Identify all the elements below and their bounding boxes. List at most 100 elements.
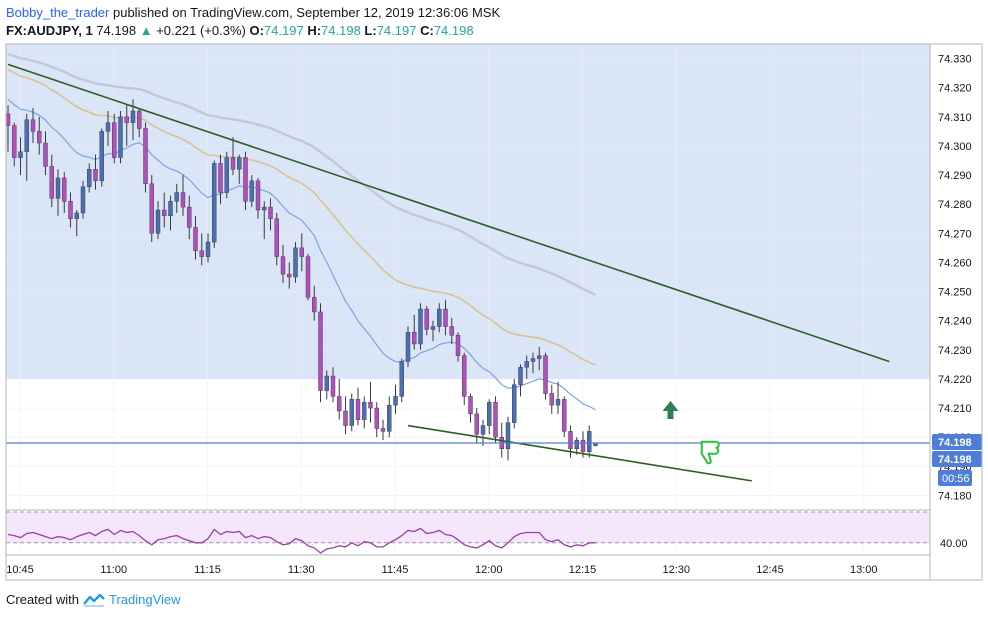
candle-body bbox=[274, 218, 279, 257]
candle-body bbox=[412, 332, 417, 345]
author-link[interactable]: Bobby_the_trader bbox=[6, 5, 110, 20]
ema-mid-line bbox=[7, 68, 596, 367]
candle-body bbox=[243, 157, 248, 202]
candle-body bbox=[55, 177, 61, 199]
candle-body bbox=[549, 393, 554, 406]
candle-body bbox=[424, 308, 429, 330]
candle-body bbox=[405, 332, 411, 362]
candle-body bbox=[149, 183, 154, 234]
candle-body bbox=[5, 113, 11, 126]
publish-line: Bobby_the_trader published on TradingVie… bbox=[6, 4, 500, 22]
y-tick-label: 74.180 bbox=[938, 490, 972, 502]
axes[interactable]: 74.330 74.320 74.310 74.300 74.290 74.280 74.2… bbox=[5, 43, 983, 581]
x-tick-label: 11:45 bbox=[382, 564, 409, 576]
candle-body bbox=[462, 355, 467, 397]
candle-body bbox=[505, 422, 511, 450]
candle-body bbox=[62, 177, 67, 202]
ema-fast-line bbox=[7, 98, 596, 411]
candle-body bbox=[555, 399, 561, 406]
candle-body bbox=[374, 407, 379, 429]
high-value: 74.198 bbox=[321, 23, 361, 38]
ohlc-line: FX:AUDJPY, 1 74.198 ▲ +0.221 (+0.3%) O:7… bbox=[6, 22, 500, 40]
y-tick-label: 74.220 bbox=[938, 374, 972, 386]
x-tick-label: 11:30 bbox=[288, 564, 315, 576]
candle-body bbox=[337, 396, 342, 412]
candle-body bbox=[393, 396, 398, 406]
candle-body bbox=[368, 402, 373, 409]
candle-body bbox=[449, 326, 454, 336]
rsi-tick-label: 40.00 bbox=[940, 538, 968, 550]
candle-body bbox=[524, 361, 529, 368]
published-text: published on TradingView.com, September … bbox=[112, 5, 501, 20]
candle-body bbox=[574, 439, 579, 450]
candle-body bbox=[349, 399, 354, 426]
candle-body bbox=[293, 247, 298, 278]
candle-body bbox=[537, 355, 542, 359]
candle-body bbox=[299, 247, 304, 257]
price-tag bbox=[932, 451, 982, 468]
symbol-label[interactable]: FX:AUDJPY, 1 bbox=[6, 23, 93, 38]
candle-body bbox=[255, 180, 261, 211]
candle-body bbox=[80, 186, 86, 214]
candle-body bbox=[137, 110, 142, 129]
candle-body bbox=[187, 206, 192, 228]
trendline-descending-support bbox=[407, 424, 752, 482]
candle-body bbox=[168, 201, 173, 217]
candle-body bbox=[268, 206, 273, 219]
thumbs-down-icon bbox=[700, 440, 720, 465]
price-tag-label: 74.198 bbox=[938, 454, 972, 466]
price-change: +0.221 (+0.3%) bbox=[156, 23, 246, 38]
price-tag-label: 74.198 bbox=[938, 437, 972, 449]
price-tag bbox=[932, 434, 982, 451]
y-tick-label: 74.260 bbox=[938, 257, 972, 269]
chart-grid bbox=[6, 44, 930, 553]
candle-body bbox=[174, 192, 179, 202]
candle-body bbox=[287, 273, 292, 278]
candle-body bbox=[562, 399, 567, 432]
candle-body bbox=[112, 122, 117, 158]
candle-body bbox=[99, 131, 104, 182]
high-label: H: bbox=[307, 23, 322, 38]
x-tick-label: 12:15 bbox=[569, 564, 597, 576]
last-price: 74.198 bbox=[96, 23, 137, 38]
candle-body bbox=[205, 241, 211, 257]
x-tick-label: 11:15 bbox=[194, 564, 221, 576]
y-tick-label: 74.270 bbox=[938, 228, 972, 240]
moving-averages bbox=[7, 53, 597, 411]
candle-body bbox=[199, 250, 204, 257]
created-with-text: Created with bbox=[6, 592, 79, 607]
candle-body bbox=[318, 311, 323, 391]
candle-body bbox=[218, 163, 223, 193]
candle-body bbox=[143, 128, 148, 184]
y-tick-label: 74.240 bbox=[938, 316, 972, 328]
y-tick-label: 74.320 bbox=[938, 83, 972, 95]
candle-body bbox=[155, 209, 161, 234]
candle-body bbox=[430, 326, 436, 330]
tradingview-logo-icon bbox=[83, 593, 105, 607]
candle-body bbox=[37, 131, 42, 144]
close-value: 74.198 bbox=[433, 23, 474, 38]
candle-body bbox=[24, 119, 29, 152]
candle-body bbox=[68, 201, 73, 219]
candle-body bbox=[443, 308, 448, 327]
ema-slow-line bbox=[7, 53, 597, 296]
y-tick-label: 74.210 bbox=[938, 403, 972, 415]
candle-body bbox=[237, 157, 242, 170]
open-value: 74.197 bbox=[263, 23, 304, 38]
candle-body bbox=[162, 209, 167, 217]
candle-body bbox=[437, 308, 442, 327]
tradingview-link[interactable]: TradingView bbox=[108, 592, 181, 607]
candle-body bbox=[224, 157, 229, 193]
y-tick-label: 74.310 bbox=[938, 112, 972, 124]
y-tick-label: 74.330 bbox=[938, 54, 972, 66]
candle-body bbox=[518, 367, 523, 385]
candle-body bbox=[105, 122, 111, 132]
candle-body bbox=[380, 428, 386, 432]
candle-body bbox=[512, 384, 517, 423]
countdown-label: 00:56 bbox=[942, 473, 970, 485]
candle-body bbox=[49, 166, 54, 199]
candle-body bbox=[74, 212, 79, 219]
candle-body bbox=[474, 413, 479, 435]
close-label: C: bbox=[420, 23, 434, 38]
candle-body bbox=[87, 169, 92, 187]
